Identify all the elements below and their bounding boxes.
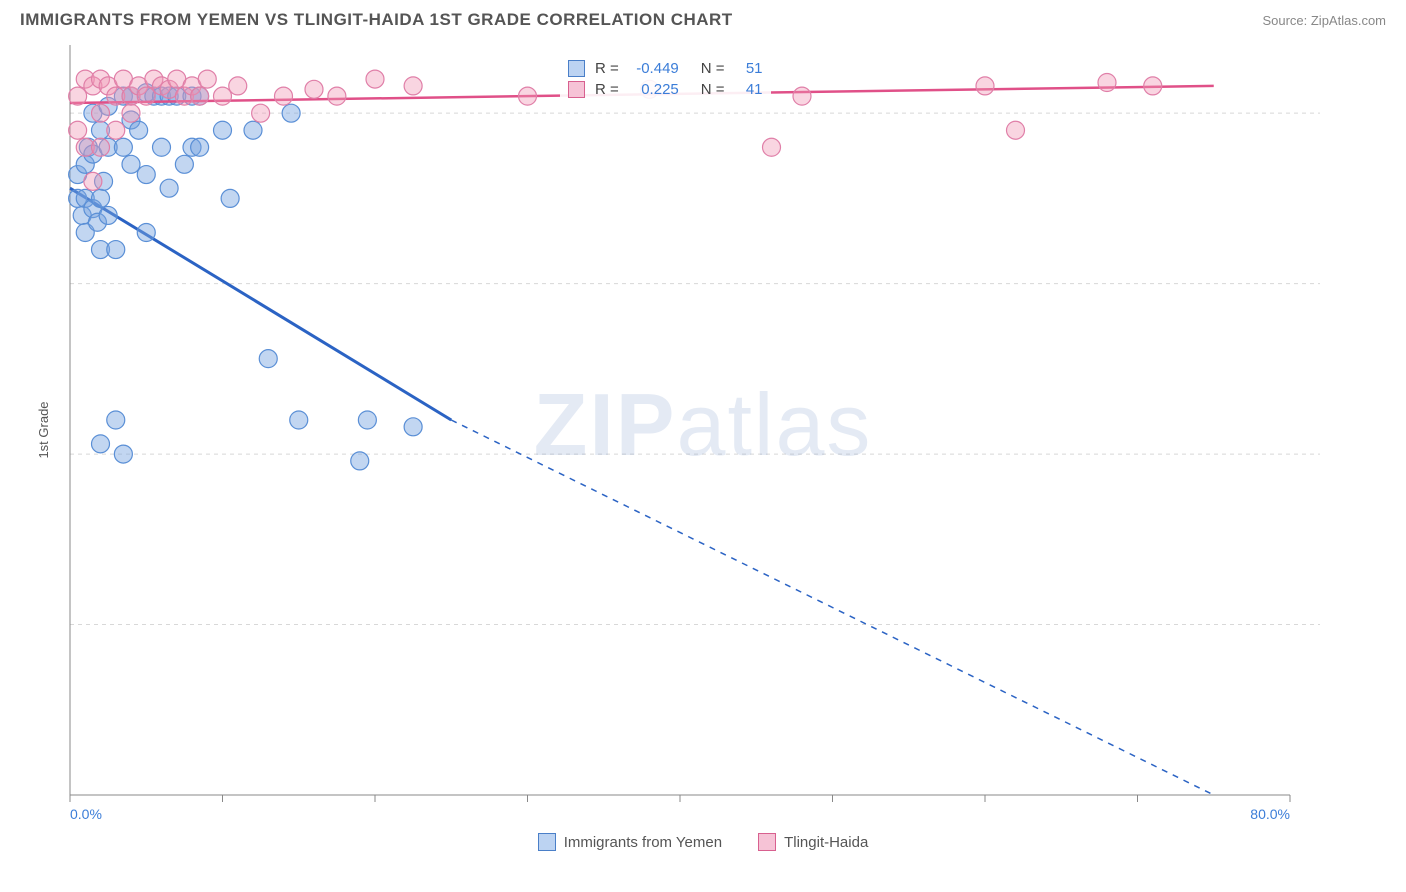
chart-area: 1st Grade 85.0%90.0%95.0%100.0%0.0%80.0%…: [20, 35, 1386, 825]
scatter-chart: 85.0%90.0%95.0%100.0%0.0%80.0%: [20, 35, 1340, 825]
data-point: [107, 241, 125, 259]
stats-row: R =0.225N =41: [568, 79, 763, 100]
data-point: [114, 445, 132, 463]
data-point: [404, 77, 422, 95]
data-point: [282, 104, 300, 122]
data-point: [92, 104, 110, 122]
data-point: [221, 189, 239, 207]
data-point: [92, 138, 110, 156]
data-point: [137, 224, 155, 242]
data-point: [122, 155, 140, 173]
data-point: [259, 350, 277, 368]
data-point: [275, 87, 293, 105]
correlation-stats-box: R =-0.449N =51R =0.225N =41: [560, 54, 771, 104]
data-point: [351, 452, 369, 470]
x-min-label: 0.0%: [70, 806, 102, 822]
data-point: [92, 435, 110, 453]
data-point: [252, 104, 270, 122]
x-max-label: 80.0%: [1250, 806, 1290, 822]
legend-swatch: [758, 833, 776, 851]
data-point: [69, 87, 87, 105]
data-point: [191, 138, 209, 156]
data-point: [763, 138, 781, 156]
series-swatch: [568, 60, 585, 77]
legend-label: Immigrants from Yemen: [564, 834, 722, 851]
legend-swatch: [538, 833, 556, 851]
data-point: [1007, 121, 1025, 139]
legend-item: Immigrants from Yemen: [538, 833, 722, 851]
data-point: [99, 206, 117, 224]
data-point: [519, 87, 537, 105]
y-axis-label: 1st Grade: [36, 401, 51, 458]
legend: Immigrants from Yemen Tlingit-Haida: [0, 833, 1406, 855]
data-point: [214, 121, 232, 139]
data-point: [92, 189, 110, 207]
data-point: [114, 138, 132, 156]
data-point: [198, 70, 216, 88]
data-point: [69, 121, 87, 139]
chart-title: IMMIGRANTS FROM YEMEN VS TLINGIT-HAIDA 1…: [20, 10, 733, 30]
data-point: [229, 77, 247, 95]
data-point: [214, 87, 232, 105]
source-attribution: Source: ZipAtlas.com: [1262, 13, 1386, 28]
data-point: [122, 104, 140, 122]
stats-row: R =-0.449N =51: [568, 58, 763, 79]
data-point: [130, 121, 148, 139]
data-point: [137, 166, 155, 184]
data-point: [107, 411, 125, 429]
data-point: [191, 87, 209, 105]
data-point: [137, 87, 155, 105]
data-point: [290, 411, 308, 429]
data-point: [244, 121, 262, 139]
data-point: [84, 172, 102, 190]
data-point: [160, 179, 178, 197]
data-point: [793, 87, 811, 105]
data-point: [976, 77, 994, 95]
data-point: [175, 155, 193, 173]
data-point: [328, 87, 346, 105]
legend-label: Tlingit-Haida: [784, 834, 868, 851]
data-point: [358, 411, 376, 429]
data-point: [366, 70, 384, 88]
data-point: [107, 121, 125, 139]
legend-item: Tlingit-Haida: [758, 833, 868, 851]
data-point: [1098, 74, 1116, 92]
series-swatch: [568, 81, 585, 98]
data-point: [1144, 77, 1162, 95]
data-point: [153, 138, 171, 156]
data-point: [305, 80, 323, 98]
data-point: [404, 418, 422, 436]
